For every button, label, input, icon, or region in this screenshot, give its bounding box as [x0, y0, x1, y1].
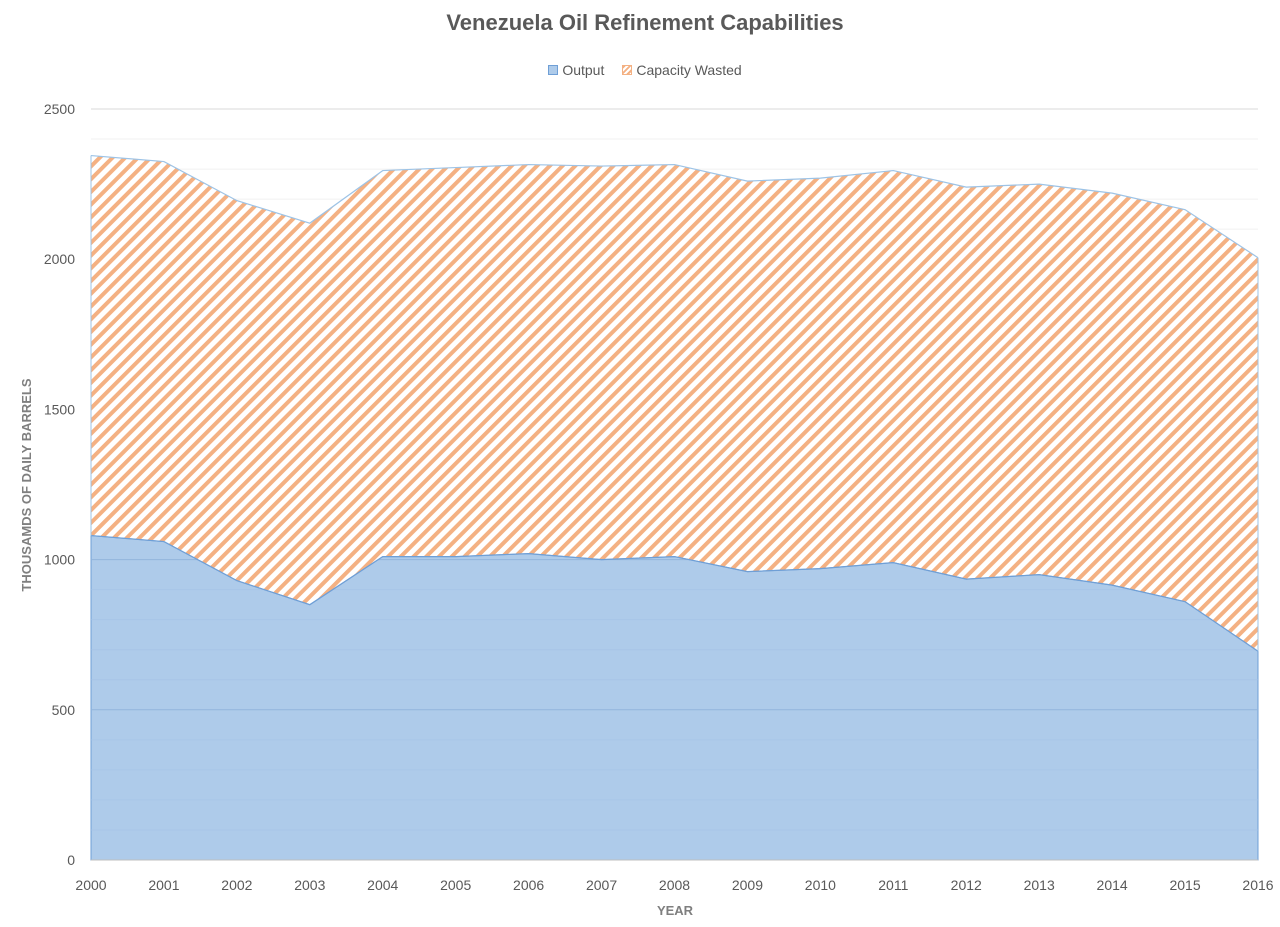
x-tick-label: 2003 [294, 877, 325, 893]
legend-swatch-capacity-wasted [622, 65, 633, 75]
x-tick-label: 2012 [951, 877, 982, 893]
x-tick-label: 2005 [440, 877, 471, 893]
x-tick-label: 2015 [1169, 877, 1200, 893]
y-axis-label: THOUSAMDS OF DAILY BARRELS [19, 378, 34, 591]
legend-item-capacity-wasted: Capacity Wasted [622, 62, 742, 78]
x-tick-label: 2000 [75, 877, 106, 893]
legend-item-output: Output [548, 62, 604, 78]
x-tick-label: 2011 [878, 877, 908, 893]
y-tick-label: 1000 [44, 552, 75, 568]
area-capacity-wasted [91, 155, 1258, 652]
legend-label-output: Output [562, 62, 605, 78]
y-tick-label: 0 [67, 852, 75, 868]
x-tick-label: 2016 [1242, 877, 1273, 893]
chart-title: Venezuela Oil Refinement Capabilities [446, 10, 844, 35]
x-axis-label: YEAR [657, 903, 694, 918]
y-tick-label: 2000 [44, 251, 75, 267]
x-tick-label: 2010 [805, 877, 836, 893]
y-tick-label: 1500 [44, 401, 75, 417]
x-tick-label: 2006 [513, 877, 544, 893]
line-capacity-wasted [90, 154, 1259, 259]
legend: Output Capacity Wasted [0, 62, 1280, 78]
x-tick-label: 2001 [148, 877, 179, 893]
x-tick-label: 2008 [659, 877, 690, 893]
x-tick-label: 2009 [732, 877, 763, 893]
legend-swatch-output [548, 65, 559, 75]
y-tick-label: 500 [52, 702, 76, 718]
x-tick-label: 2004 [367, 877, 398, 893]
legend-label-capacity-wasted: Capacity Wasted [636, 62, 742, 78]
line-output [90, 534, 1259, 652]
y-tick-label: 2500 [44, 101, 75, 117]
x-tick-label: 2014 [1097, 877, 1128, 893]
x-tick-label: 2007 [586, 877, 617, 893]
x-tick-label: 2002 [221, 877, 252, 893]
x-tick-label: 2013 [1024, 877, 1055, 893]
